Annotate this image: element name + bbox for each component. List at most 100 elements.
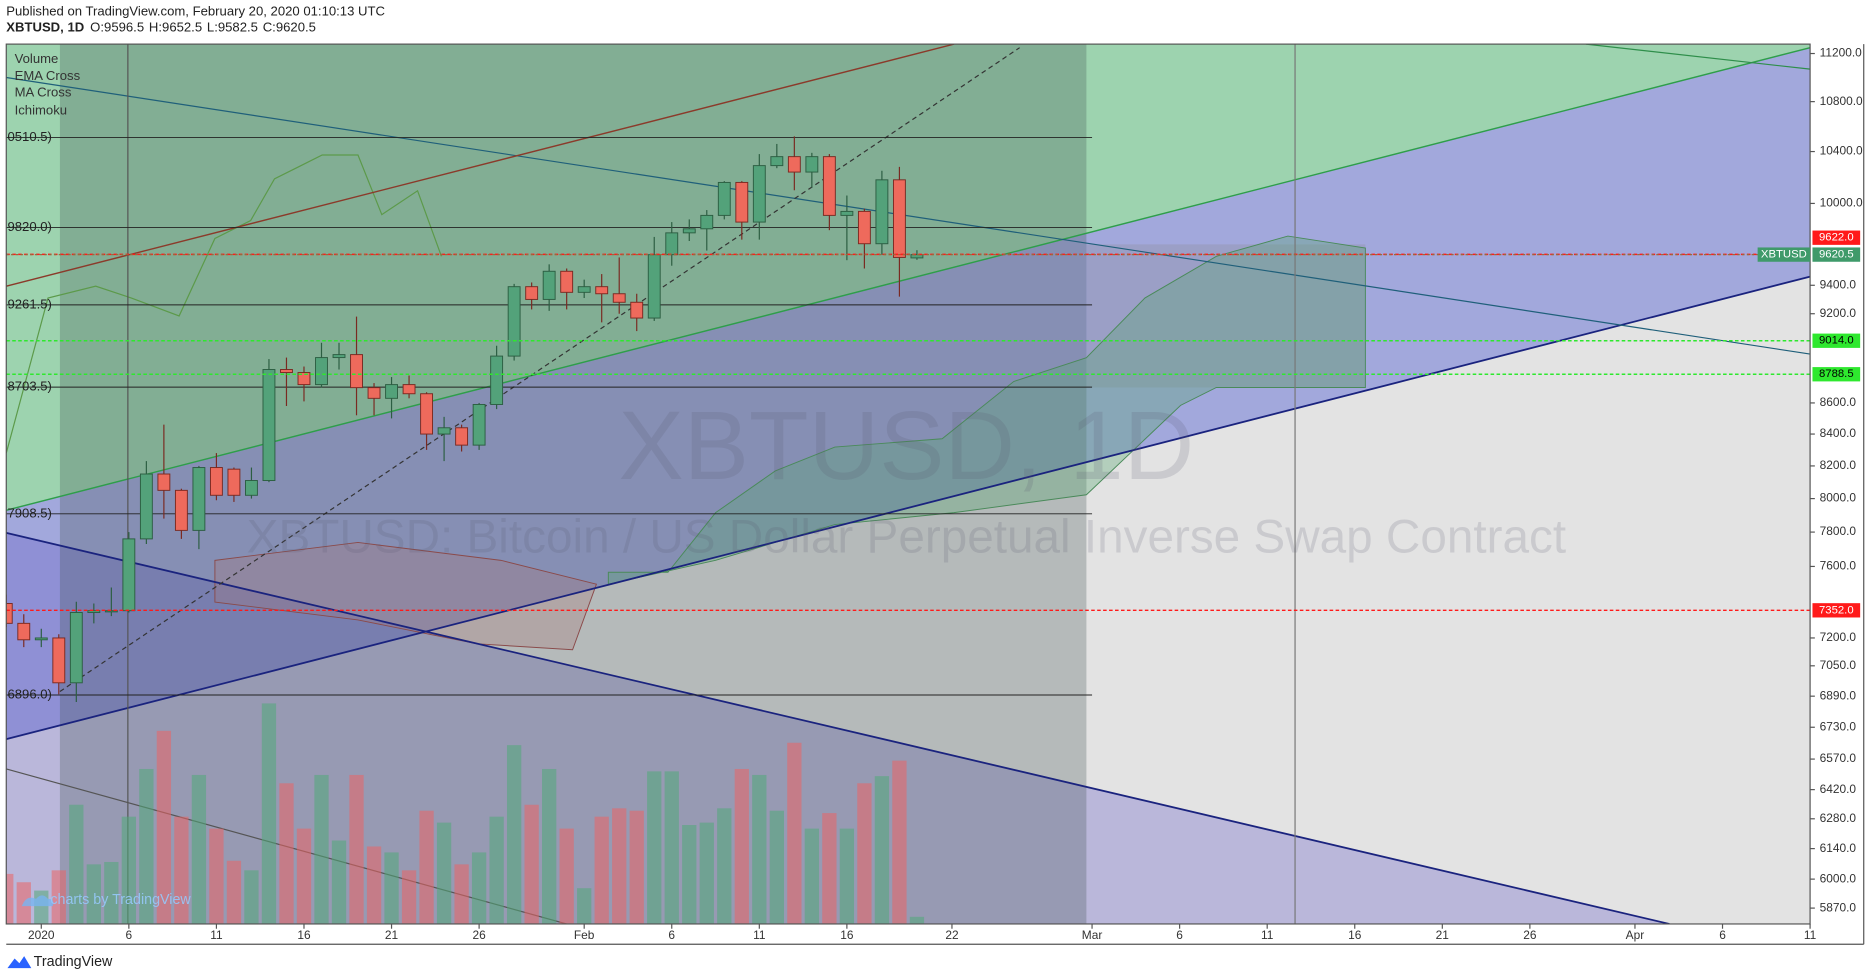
candle-body xyxy=(735,181,749,223)
candle-body xyxy=(857,210,871,245)
x-tick-label: 16 xyxy=(1348,928,1362,942)
candle-body xyxy=(787,156,801,173)
ohlc-label: O: xyxy=(90,20,104,35)
y-tick-label: 6140.0 xyxy=(1820,841,1857,855)
x-tick-label: 11 xyxy=(210,928,223,942)
y-tick-label: 6000.0 xyxy=(1820,871,1857,885)
candle-body xyxy=(402,384,416,395)
axes: 11200.0 10800.0 10400.0 10000.0 9400.0 9200.0… xyxy=(7,46,1863,942)
candle-body xyxy=(805,156,819,173)
level-label: 8703.5) xyxy=(7,379,51,394)
trend-line xyxy=(6,532,1670,924)
x-tick-label: Mar xyxy=(1082,928,1103,942)
price-tag-label: 7352.0 xyxy=(1819,604,1854,616)
candle-body xyxy=(262,369,276,482)
pitchfork-middle-zone xyxy=(6,47,1811,740)
legend-item: Ichimoku xyxy=(15,102,67,117)
badge-text: charts by TradingView xyxy=(50,892,191,908)
plot-border xyxy=(5,43,1811,925)
candle-body xyxy=(52,637,66,684)
trend-line xyxy=(6,275,1811,741)
candle-body xyxy=(507,286,521,357)
candle-body xyxy=(595,286,609,295)
candle-body xyxy=(139,473,153,540)
price-tag xyxy=(1812,333,1861,348)
y-tick-label: 10000.0 xyxy=(1820,196,1863,210)
candle-body xyxy=(315,357,328,386)
level-label: 6896.0) xyxy=(7,686,51,701)
x-tick-label: 6 xyxy=(1176,928,1183,942)
candle-body xyxy=(612,293,626,303)
candle-body xyxy=(297,372,311,386)
x-tick-label: 11 xyxy=(1804,928,1817,942)
volume-bar xyxy=(769,810,784,924)
volume-bar xyxy=(331,840,347,924)
y-tick-label: 10800.0 xyxy=(1820,94,1863,108)
x-tick-label: 21 xyxy=(385,928,399,942)
volume-bar xyxy=(226,860,242,924)
y-tick-label: 9200.0 xyxy=(1820,306,1857,320)
candle-body xyxy=(227,468,241,496)
volume-bar xyxy=(104,861,119,924)
candle-body xyxy=(490,355,504,405)
level-label: 7908.5) xyxy=(7,505,51,520)
candle-body xyxy=(332,354,346,359)
candle-body xyxy=(717,181,731,216)
volume-bar xyxy=(664,771,679,924)
x-tick-label: 26 xyxy=(1523,928,1537,942)
volume-bar xyxy=(542,768,557,924)
candle-body xyxy=(385,384,398,399)
symbol-header: XBTUSD, 1D O:9596.5 H:9652.5 L:9582.5 C:9620… xyxy=(6,20,316,35)
trend-line xyxy=(6,76,1811,355)
volume-bar xyxy=(892,760,907,924)
volume-bar xyxy=(401,870,417,924)
x-tick-label: 6 xyxy=(126,928,133,942)
x-tick-label: Apr xyxy=(1626,928,1645,942)
volume-bar xyxy=(506,745,522,924)
symbol: XBTUSD, 1D xyxy=(6,20,84,35)
volume-bar xyxy=(139,768,154,924)
volume-bar xyxy=(699,822,714,924)
x-tick-label: 6 xyxy=(1719,928,1726,942)
volume-bar xyxy=(51,870,66,924)
y-tick-label: 6730.0 xyxy=(1820,719,1857,733)
price-tag-label: 9622.0 xyxy=(1819,232,1854,244)
level-label: 9261.5) xyxy=(7,296,51,311)
candle-body xyxy=(157,473,171,491)
candle-body xyxy=(630,301,644,319)
price-tag xyxy=(1812,230,1861,245)
candle-body xyxy=(280,369,293,373)
plot-background: XBTUSD, 1D XBTUSD: Bitcoin / US Dollar P… xyxy=(6,44,1811,924)
x-tick-label: 22 xyxy=(945,928,959,942)
volume-bar xyxy=(366,846,382,924)
volume-bar xyxy=(559,828,574,924)
level-label: 9820.0) xyxy=(7,219,51,234)
candle-body xyxy=(577,286,591,293)
y-tick-label: 7050.0 xyxy=(1820,658,1857,672)
volume-bar xyxy=(209,828,224,924)
candle-body xyxy=(770,156,784,167)
candle-body xyxy=(840,210,854,216)
volume-bar xyxy=(454,864,469,924)
y-tick-label: 8600.0 xyxy=(1820,395,1857,409)
candle-body xyxy=(752,165,766,223)
candle-body xyxy=(6,603,13,624)
volume-bar xyxy=(489,816,504,924)
forecast-zone xyxy=(1086,244,1366,388)
candle-body xyxy=(104,610,118,613)
trend-line xyxy=(6,46,1811,511)
volume-bar xyxy=(682,825,697,924)
ohlc-label: H: xyxy=(149,20,162,35)
volume-bar xyxy=(734,768,749,924)
price-tag-label: 9014.0 xyxy=(1819,335,1854,347)
candle-body xyxy=(560,270,574,293)
published-note: Published on TradingView.com, February 2… xyxy=(6,3,385,18)
y-tick-label: 5870.0 xyxy=(1820,900,1857,914)
x-tick-label: Feb xyxy=(574,928,595,942)
legend-item: Volume xyxy=(15,51,59,66)
x-tick-label: 21 xyxy=(1436,928,1450,942)
x-tick-label: 6 xyxy=(668,928,675,942)
candle-body xyxy=(17,622,31,641)
y-tick-label: 8200.0 xyxy=(1820,458,1857,472)
